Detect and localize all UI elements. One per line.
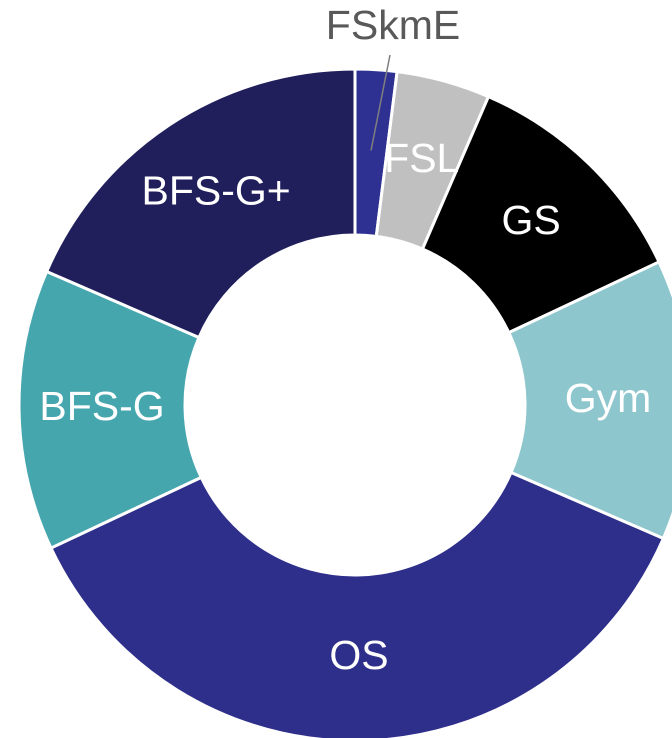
slice-label: OS (329, 632, 388, 678)
donut-slice (49, 471, 665, 738)
donut-slice (17, 270, 203, 550)
slice-label: FSkmE (326, 2, 460, 48)
slice-label: FSL (384, 135, 459, 181)
slice-label: BFS-G+ (141, 167, 290, 213)
leader-line (370, 54, 391, 151)
donut-slice (507, 260, 672, 540)
slice-label: Gym (565, 375, 652, 421)
donut-slice (45, 67, 357, 339)
slice-label: GS (501, 197, 560, 243)
slice-label: BFS-G (39, 383, 164, 429)
